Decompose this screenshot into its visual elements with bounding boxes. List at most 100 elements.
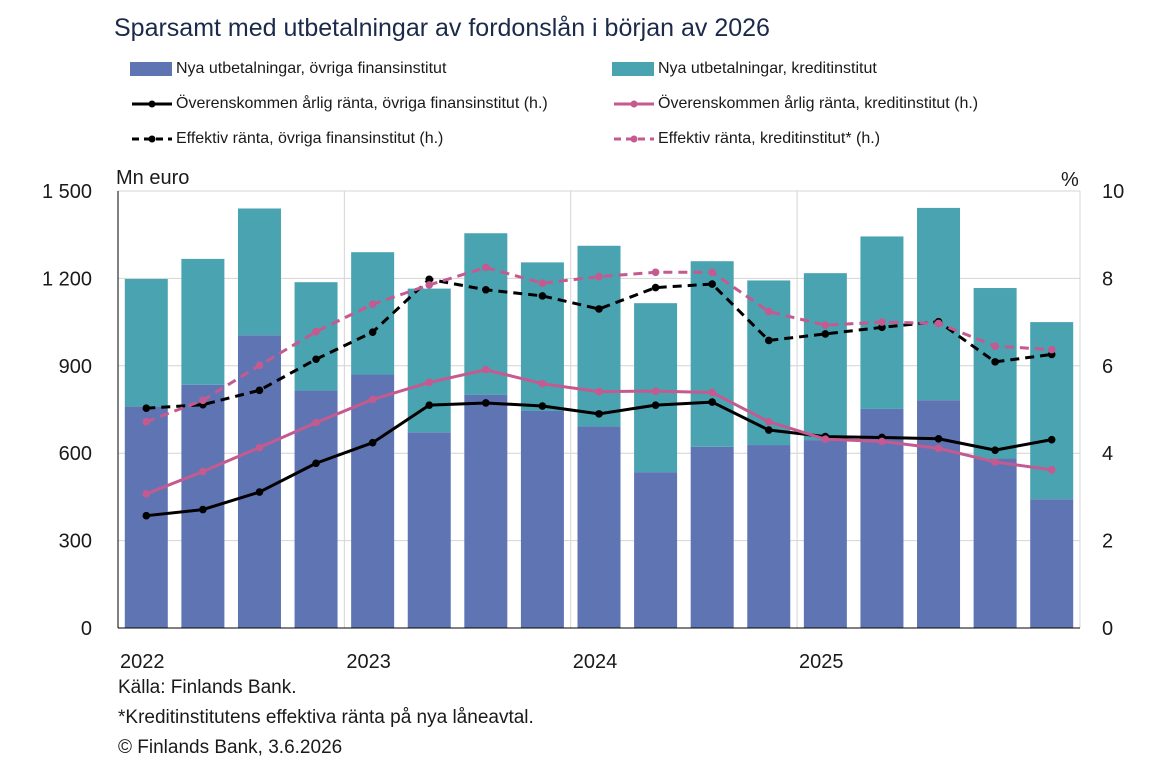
line-point — [312, 418, 320, 427]
bar-segment-kredit — [973, 288, 1017, 459]
legend-label: Överenskommen årlig ränta, kreditinstitu… — [658, 95, 979, 112]
y-left-unit: Mn euro — [116, 167, 190, 189]
line-point — [482, 399, 490, 407]
bar-segment-ovriga — [860, 408, 904, 628]
footer-note: *Kreditinstitutens effektiva ränta på ny… — [118, 707, 534, 728]
bar-segment-ovriga — [464, 394, 508, 628]
footer-copyright: © Finlands Bank, 3.6.2026 — [118, 737, 343, 758]
y-left-tick-label: 1 500 — [42, 181, 92, 203]
y-right-tick-label: 8 — [1102, 268, 1113, 290]
line-point — [199, 505, 207, 514]
x-tick-label: 2024 — [573, 651, 618, 673]
bar-segment-ovriga — [634, 472, 678, 628]
line-point — [312, 327, 320, 336]
line-point — [708, 398, 716, 406]
line-point — [821, 330, 830, 338]
legend-label: Överenskommen årlig ränta, övriga finans… — [176, 95, 548, 112]
line-point — [878, 437, 886, 446]
legend-item-line-kredit: Överenskommen årlig ränta, kreditinstitu… — [612, 95, 978, 113]
line-point — [708, 268, 716, 277]
line-point — [1047, 466, 1056, 474]
line-point — [538, 292, 547, 300]
line-point — [482, 263, 490, 272]
line-point — [934, 444, 943, 453]
bar-segment-ovriga — [407, 432, 451, 628]
line-point — [595, 305, 603, 313]
y-left-tick-label: 300 — [59, 531, 92, 553]
bar-segment-ovriga — [237, 335, 281, 628]
bar-segment-ovriga — [690, 446, 734, 628]
line-point — [538, 402, 547, 410]
line-point — [1047, 435, 1056, 444]
legend-swatch — [132, 135, 172, 143]
line-point — [425, 378, 434, 387]
line-point — [651, 387, 660, 395]
y-left-tick-label: 1 200 — [42, 268, 92, 290]
y-right-unit: % — [1061, 169, 1079, 191]
legend-swatch — [614, 135, 654, 143]
line-series-3 — [145, 265, 1052, 424]
line-point — [368, 328, 377, 336]
line-point — [538, 379, 547, 388]
line-point — [425, 401, 434, 409]
line-point — [991, 446, 999, 454]
legend-label: Nya utbetalningar, kreditinstitut — [658, 60, 877, 77]
y-left-tick-label: 900 — [59, 356, 92, 378]
legend-label: Effektiv ränta, kreditinstitut* (h.) — [658, 130, 881, 147]
line-point — [821, 321, 830, 329]
line-point — [199, 467, 207, 476]
y-right-tick-label: 0 — [1102, 618, 1113, 640]
line-point — [368, 438, 377, 447]
y-right-tick-label: 10 — [1102, 181, 1124, 203]
line-point — [538, 279, 547, 288]
bar-segment-ovriga — [351, 374, 395, 628]
line-point — [764, 336, 773, 345]
bar-segment-ovriga — [520, 410, 564, 628]
bar-segment-ovriga — [917, 400, 961, 628]
chart-canvas: 0 300 600 900 1 200 1 500 0 2 4 6 8 10 2022 2023 2024 2… — [42, 181, 1124, 673]
bar-segment-kredit — [803, 273, 847, 441]
legend-item-bar-ovriga: Nya utbetalningar, övriga finansinstitut — [130, 60, 446, 78]
chart-title: Sparsamt med utbetalningar av fordonslån… — [114, 14, 770, 42]
line-point — [142, 417, 151, 426]
line-point — [878, 318, 886, 326]
bar-segment-kredit — [351, 252, 395, 375]
line-point — [142, 511, 151, 520]
line-point — [368, 395, 377, 404]
line-point — [708, 388, 716, 397]
legend-swatch — [614, 100, 654, 108]
legend-swatch — [132, 100, 172, 108]
line-series-2 — [146, 277, 1052, 410]
legend-item-dash-kredit: Effektiv ränta, kreditinstitut* (h.) — [612, 130, 880, 148]
line-point — [482, 365, 490, 374]
legend-label: Effektiv ränta, övriga finansinstitut (h… — [176, 130, 444, 147]
line-point — [595, 387, 603, 396]
line-point — [312, 459, 320, 468]
legend-label: Nya utbetalningar, övriga finansinstitut — [176, 60, 447, 77]
line-point — [1047, 345, 1056, 354]
line-point — [312, 355, 320, 364]
bar-segment-ovriga — [1030, 499, 1074, 628]
line-point — [255, 386, 264, 395]
line-point — [991, 358, 999, 366]
bar-segment-kredit — [124, 278, 168, 407]
x-tick-label: 2022 — [120, 651, 165, 673]
line-point — [991, 458, 999, 466]
line-point — [934, 319, 943, 328]
footer-source: Källa: Finlands Bank. — [118, 677, 297, 698]
x-tick-label: 2025 — [799, 651, 844, 673]
bar-segment-kredit — [917, 207, 961, 401]
bar-segment-ovriga — [577, 426, 621, 628]
legend-item-line-ovriga: Överenskommen årlig ränta, övriga finans… — [130, 95, 548, 113]
line-point — [934, 434, 943, 443]
line-point — [595, 410, 603, 418]
line-point — [255, 361, 264, 370]
legend-swatch — [612, 62, 654, 76]
y-left-tick-label: 0 — [81, 618, 92, 640]
line-point — [199, 396, 207, 405]
line-point — [255, 488, 264, 496]
line-point — [651, 401, 660, 409]
line-point — [878, 323, 886, 332]
bar-segment-kredit — [294, 282, 338, 391]
bar-segment-ovriga — [973, 458, 1017, 628]
